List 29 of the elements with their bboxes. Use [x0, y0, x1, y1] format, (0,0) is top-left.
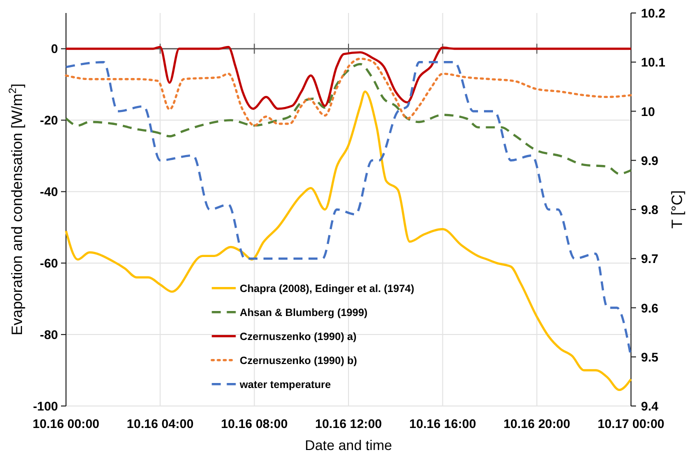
x-tick-label: 10.16 12:00	[315, 417, 382, 431]
x-tick-label: 10.16 20:00	[503, 417, 570, 431]
y-tick-label: -60	[40, 256, 58, 271]
y-tick-label: -40	[40, 185, 58, 200]
y2-tick-label: 9.5	[641, 350, 658, 364]
y2-tick-label: 9.7	[641, 252, 658, 266]
y-tick-label: -80	[40, 328, 58, 342]
y2-tick-label: 10	[641, 104, 655, 119]
x-tick-label: 10.17 00:00	[598, 417, 664, 431]
y2-tick-label: 10.2	[641, 6, 666, 20]
x-axis-title: Date and time	[304, 437, 392, 453]
y-tick-label: 0	[51, 42, 58, 56]
x-tick-label: 10.16 08:00	[220, 417, 288, 431]
y2-tick-label: 9.6	[641, 301, 658, 316]
y2-tick-label: 10.1	[641, 56, 666, 70]
y-tick-label: -100	[32, 400, 58, 414]
x-tick-label: 10.16 16:00	[409, 417, 476, 431]
x-tick-label: 10.16 04:00	[126, 417, 194, 431]
y2-tick-label: 9.9	[641, 154, 658, 168]
legend-label: Czernuszenko (1990) b)	[240, 355, 358, 368]
legend-label: Czernuszenko (1990) a)	[240, 331, 356, 344]
y2-axis-title: T [°C]	[669, 190, 686, 229]
y2-tick-label: 9.4	[641, 400, 658, 414]
legend-label: water temperature	[238, 379, 331, 392]
legend-label: Chapra (2008), Edinger et al. (1974)	[240, 283, 414, 296]
y-tick-label: -20	[40, 114, 58, 128]
x-tick-label: 10.16 00:00	[32, 417, 100, 431]
legend-label: Ahsan & Blumberg (1999)	[240, 307, 368, 320]
y2-tick-label: 9.8	[641, 203, 658, 217]
